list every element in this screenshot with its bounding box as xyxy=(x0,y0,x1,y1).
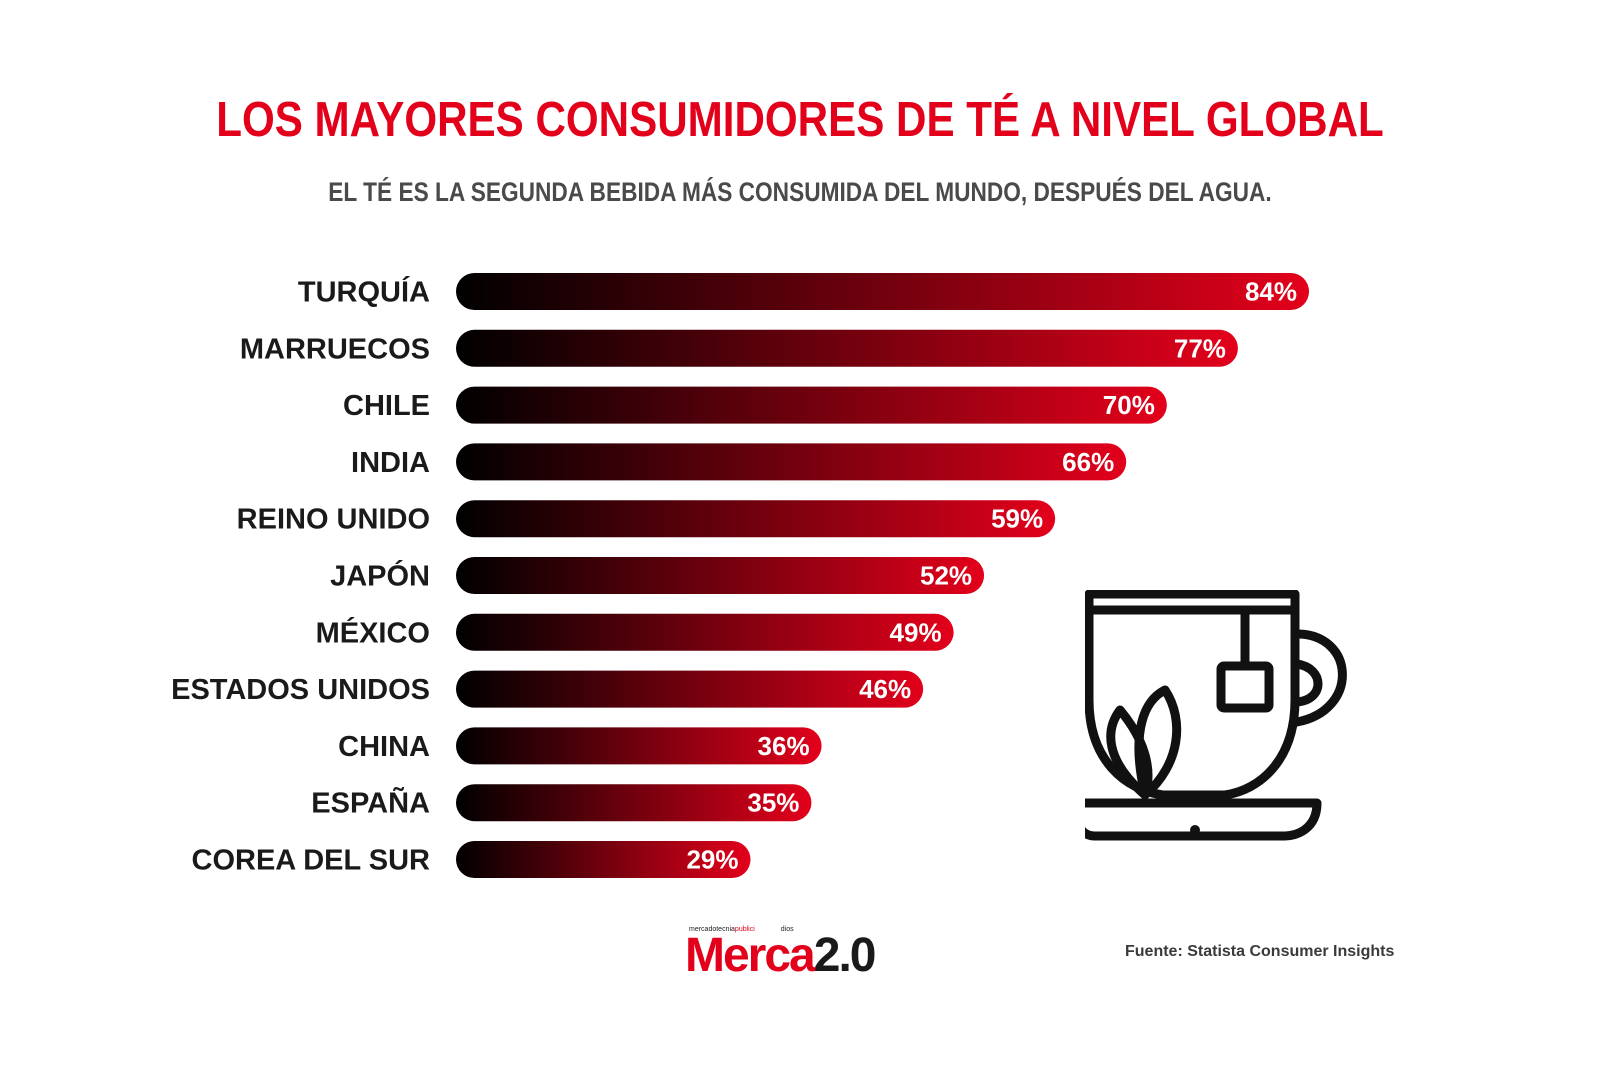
bar xyxy=(456,670,924,708)
value-label: 66% xyxy=(1062,447,1114,477)
value-label: 36% xyxy=(758,731,810,761)
bar xyxy=(456,784,812,822)
category-label: ESTADOS UNIDOS xyxy=(171,674,430,706)
value-label: 77% xyxy=(1174,333,1226,363)
bar xyxy=(456,841,751,878)
value-label: 70% xyxy=(1103,390,1155,420)
value-label: 46% xyxy=(859,674,911,704)
bar xyxy=(456,557,985,594)
category-label: ESPAÑA xyxy=(311,786,430,820)
bar xyxy=(456,273,1310,310)
bar xyxy=(456,613,954,651)
value-label: 84% xyxy=(1245,277,1297,307)
category-label: CHILE xyxy=(343,390,430,422)
bar xyxy=(456,386,1167,424)
category-label: INDIA xyxy=(351,447,430,479)
category-label: MARRUECOS xyxy=(240,333,430,365)
category-label: MÉXICO xyxy=(316,615,430,649)
value-label: 49% xyxy=(890,617,942,647)
category-label: JAPÓN xyxy=(330,559,430,593)
value-label: 29% xyxy=(686,845,738,875)
merca20-logo: mercadotecniapublici dios Merca2.0 xyxy=(685,922,935,982)
category-label: CHINA xyxy=(338,731,430,763)
chart-subtitle: EL TÉ ES LA SEGUNDA BEBIDA MÁS CONSUMIDA… xyxy=(328,177,1272,207)
logo-wordmark: Merca2.0 xyxy=(685,929,876,982)
value-label: 35% xyxy=(747,788,799,818)
value-label: 52% xyxy=(920,561,972,591)
bar xyxy=(456,500,1056,538)
bar xyxy=(456,329,1238,367)
source-note: Fuente: Statista Consumer Insights xyxy=(1125,943,1395,960)
bars-group: TURQUÍA 84% MARRUECOS 77% CHILE 70% INDIA 66% RE… xyxy=(171,273,1310,878)
logo-tagline: mercadotecniapublici dios xyxy=(689,926,794,933)
category-label: REINO UNIDO xyxy=(237,504,430,536)
bar xyxy=(456,443,1127,481)
category-label: TURQUÍA xyxy=(298,275,430,309)
category-label: COREA DEL SUR xyxy=(192,845,431,877)
value-label: 59% xyxy=(991,504,1043,534)
bar xyxy=(456,727,822,765)
tea-cup-icon xyxy=(1085,590,1347,841)
chart-title: LOS MAYORES CONSUMIDORES DE TÉ A NIVEL G… xyxy=(216,93,1384,147)
